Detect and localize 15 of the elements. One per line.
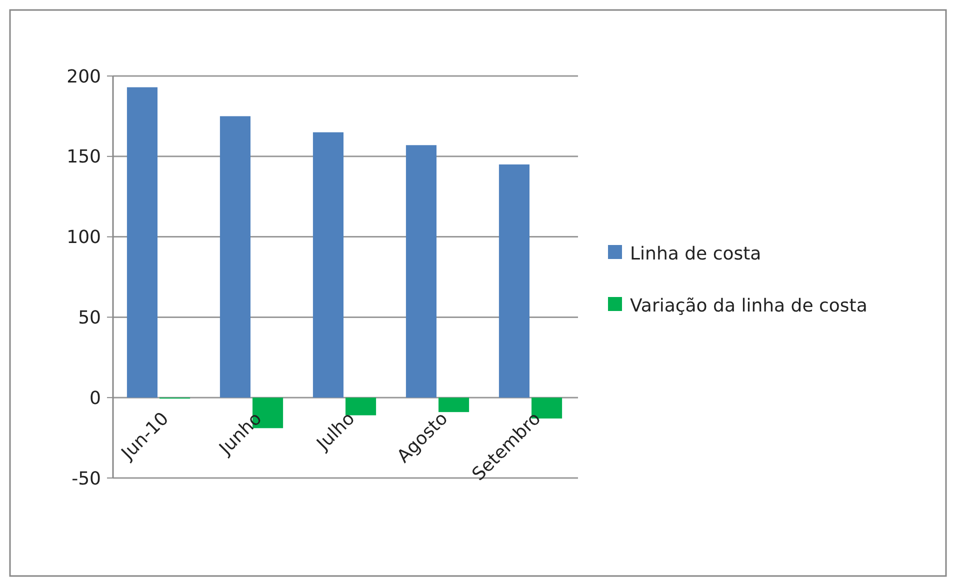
bar (406, 145, 436, 398)
bar (126, 87, 158, 398)
bar (438, 398, 470, 412)
bar (312, 132, 344, 398)
y-tick-label: -50 (72, 468, 101, 490)
legend-label: Variação da linha de costa (630, 295, 868, 316)
bar (498, 164, 530, 398)
y-tick-label: 200 (66, 66, 101, 88)
y-tick-label: 50 (78, 308, 101, 328)
y-tick-label: 0 (90, 388, 101, 409)
y-tick-label: 100 (66, 227, 101, 248)
y-tick-label: 150 (66, 146, 101, 168)
bar (346, 398, 376, 416)
legend-label: Linha de costa (630, 243, 762, 264)
bar (220, 116, 250, 398)
